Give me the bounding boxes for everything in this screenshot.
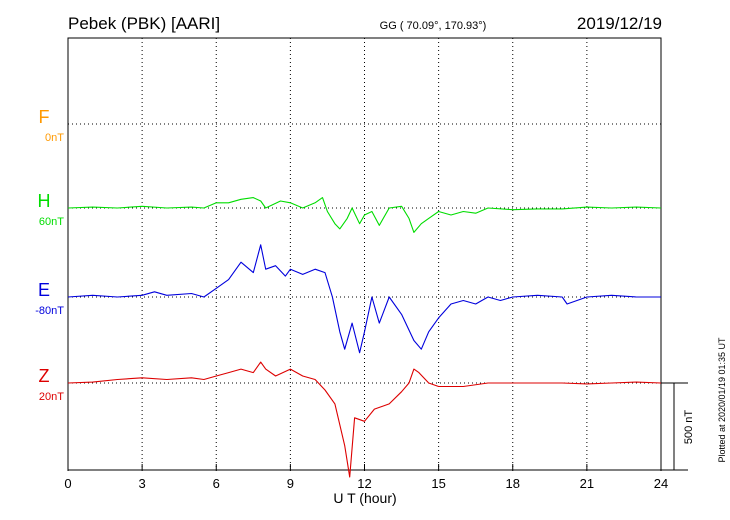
series-line-e [67, 244, 661, 354]
series-offset-z: 20nT [39, 391, 64, 403]
date-label: 2019/12/19 [577, 14, 662, 33]
x-tick-label: 3 [139, 476, 146, 491]
grid-lines [68, 38, 661, 470]
series-offset-e: -80nT [35, 305, 64, 317]
scale-bar [661, 382, 688, 471]
series-offset-f: 0nT [45, 132, 64, 144]
x-tick-label: 21 [580, 476, 594, 491]
x-tick-label: 24 [654, 476, 668, 491]
coordinates-label: GG ( 70.09°, 170.93°) [380, 20, 487, 32]
x-tick-label: 12 [357, 476, 371, 491]
plotted-timestamp: Plotted at 2020/01/19 01:35 UT [717, 337, 727, 463]
series-line-z [67, 361, 662, 478]
x-tick-label: 15 [431, 476, 445, 491]
x-axis-ticks: 0 3 6 9 12 15 18 21 24 [64, 464, 668, 491]
series-offset-h: 60nT [39, 216, 64, 228]
series-line-h [67, 197, 662, 233]
series-labels: F 0nT H 60nT E -80nT Z 20nT [35, 107, 64, 403]
series-name-z: Z [39, 366, 50, 386]
x-tick-label: 0 [64, 476, 71, 491]
scale-bar-label: 500 nT [683, 410, 695, 445]
series-lines [67, 197, 662, 478]
x-tick-label: 18 [506, 476, 520, 491]
x-axis-label: U T (hour) [333, 490, 396, 506]
station-title: Pebek (PBK) [AARI] [68, 14, 220, 33]
x-tick-label: 9 [287, 476, 294, 491]
series-name-h: H [38, 191, 51, 211]
series-name-f: F [39, 107, 50, 127]
series-name-e: E [38, 280, 50, 300]
x-tick-label: 6 [213, 476, 220, 491]
